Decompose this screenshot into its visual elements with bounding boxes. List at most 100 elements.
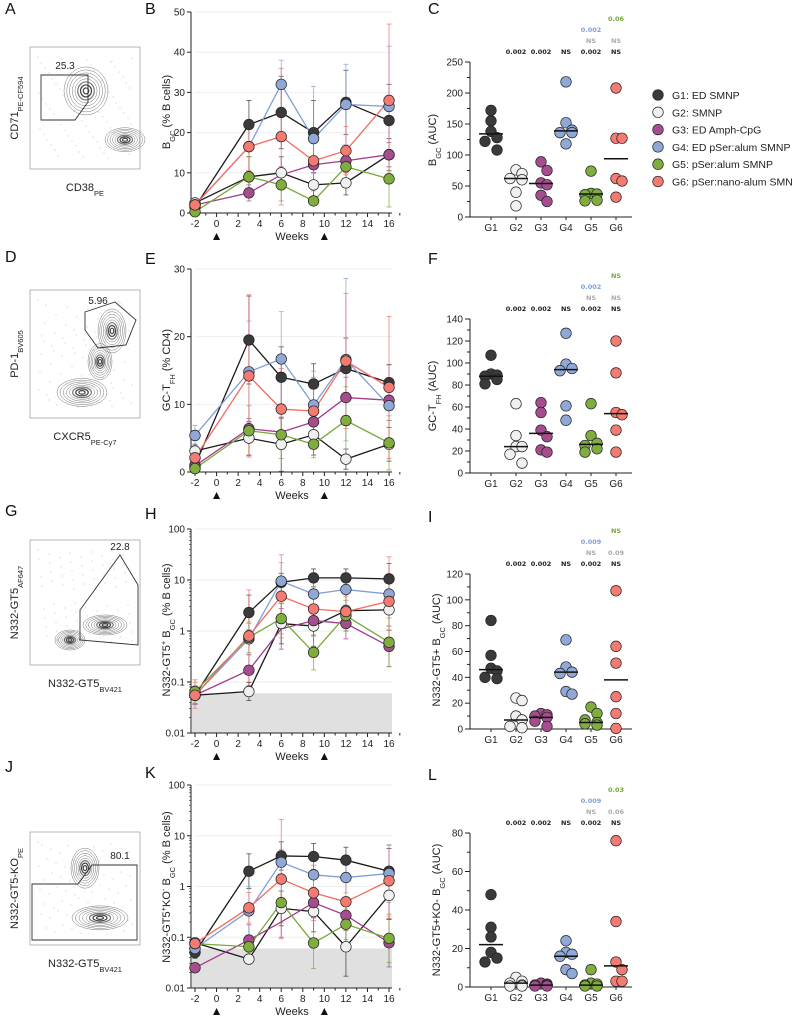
p-value: 0.002 <box>506 819 527 827</box>
data-point-G6 <box>610 335 622 347</box>
y-tick-label: 100 <box>446 359 463 370</box>
data-point-G6 <box>307 603 320 615</box>
data-point-G5 <box>307 646 320 659</box>
x-tick-label: 2 <box>235 219 241 230</box>
y-axis-label-part: B <box>161 142 173 149</box>
flow-x-axis-label: N332-GT5BV421 <box>48 678 122 694</box>
gate <box>40 74 89 121</box>
data-point-G5 <box>579 195 591 207</box>
x-tick-label: G6 <box>609 993 623 1004</box>
data-point-G2 <box>510 186 522 198</box>
y-tick-label: 20 <box>452 944 464 955</box>
data-point-G6 <box>616 132 628 144</box>
data-point-G4 <box>566 362 578 375</box>
legend-label: G3: ED Amph-CpG <box>672 125 761 137</box>
p-value: 0.002 <box>506 305 527 313</box>
y-tick-label: 0 <box>457 469 463 480</box>
series-line-G3 <box>194 396 390 467</box>
p-value: 0.002 <box>531 560 552 568</box>
data-point-G5 <box>585 964 597 976</box>
data-point-G4 <box>566 688 578 700</box>
p-value: NS <box>586 808 596 816</box>
data-point-G1 <box>485 921 497 933</box>
x-tick-label: 16 <box>383 478 395 489</box>
data-point-G2 <box>516 174 528 186</box>
x-tick-label: 6 <box>278 739 284 750</box>
data-point-G6 <box>383 875 395 887</box>
x-axis-label: Weeks <box>275 751 309 763</box>
data-point-G2 <box>275 167 287 179</box>
data-point-G1 <box>275 106 287 119</box>
data-point-G2 <box>516 980 528 992</box>
gate <box>84 301 137 349</box>
data-point-G6 <box>307 155 320 167</box>
data-point-G4 <box>560 117 572 129</box>
x-tick-label: 4 <box>257 994 263 1005</box>
x-tick-label: G6 <box>609 223 623 234</box>
x-tick-label: -2 <box>191 219 200 230</box>
flow-plot-frame <box>29 46 141 170</box>
x-tick-label: G5 <box>584 479 598 490</box>
y-axis-label: N332-GT5+ BGC (AUC) <box>431 593 447 706</box>
panel-letter: A <box>5 1 16 18</box>
x-tick-label: G3 <box>534 735 548 746</box>
p-value: NS <box>611 294 621 302</box>
data-point-G3 <box>535 396 547 409</box>
x-tick-label: 0 <box>214 219 220 230</box>
immunization-arrow-icon <box>320 233 328 240</box>
x-tick-label: 4 <box>257 219 263 230</box>
data-point-G4 <box>560 935 572 947</box>
x-tick-label: G3 <box>534 993 548 1004</box>
legend-marker-G1 <box>652 89 664 101</box>
y-axis-label: N332-GT5+ BGC (% B cells) <box>159 563 177 696</box>
p-value: 0.002 <box>531 305 552 313</box>
flow-x-axis-label-part: N332-GT5 <box>48 958 99 970</box>
data-point-G5 <box>383 173 395 185</box>
series-line-G6 <box>194 878 390 945</box>
flow-y-axis-label-part: PE-CF594 <box>16 76 25 111</box>
data-point-G5 <box>591 194 603 206</box>
p-value: 0.002 <box>531 819 552 827</box>
y-axis-label-part: B <box>161 630 173 640</box>
data-point-G6 <box>610 707 622 720</box>
flow-x-axis-label-part: BV421 <box>99 685 122 694</box>
p-value: NS <box>586 37 596 45</box>
data-point-G2 <box>340 177 352 189</box>
data-point-G2 <box>275 438 287 450</box>
data-point-G6 <box>275 130 287 143</box>
y-tick-label: 30 <box>174 265 186 276</box>
panel-letter: I <box>428 509 432 526</box>
data-point-G3 <box>541 980 553 992</box>
series-line-G1 <box>194 101 390 208</box>
y-tick-label: 0.01 <box>166 729 186 740</box>
data-point-G4 <box>566 948 578 960</box>
data-point-G4 <box>189 429 201 442</box>
p-value: 0.09 <box>608 549 625 557</box>
x-tick-label: G4 <box>559 223 573 234</box>
data-point-G4 <box>307 588 320 600</box>
data-point-G6 <box>243 141 255 153</box>
y-axis-label-part: (% B cells) <box>161 75 173 131</box>
flow-plot-G <box>29 539 141 666</box>
data-point-G6 <box>383 595 395 608</box>
x-tick-label: 10 <box>319 994 331 1005</box>
y-axis-label-part: (% B cells) <box>161 563 173 619</box>
y-axis-label-part: N332-GT5+KO- B <box>431 889 443 977</box>
data-point-G5 <box>585 429 597 442</box>
data-point-G2 <box>243 685 255 698</box>
density-contours <box>37 841 133 935</box>
y-tick-label: 120 <box>446 337 463 348</box>
y-axis-label-part: GC <box>168 866 177 878</box>
data-point-G2 <box>340 941 352 953</box>
y-axis-label-part: GC-T <box>427 404 439 431</box>
flow-y-axis-label-part: PE <box>16 848 25 858</box>
series-line-G3 <box>194 901 390 969</box>
x-tick-label: -2 <box>191 478 200 489</box>
data-point-G1 <box>275 371 287 383</box>
data-point-G1 <box>485 349 497 361</box>
data-point-G4 <box>383 400 395 412</box>
x-tick-label: G5 <box>584 735 598 746</box>
data-point-G2 <box>510 200 522 212</box>
series-line-G4 <box>194 580 390 696</box>
x-tick-label: 0 <box>214 994 220 1005</box>
